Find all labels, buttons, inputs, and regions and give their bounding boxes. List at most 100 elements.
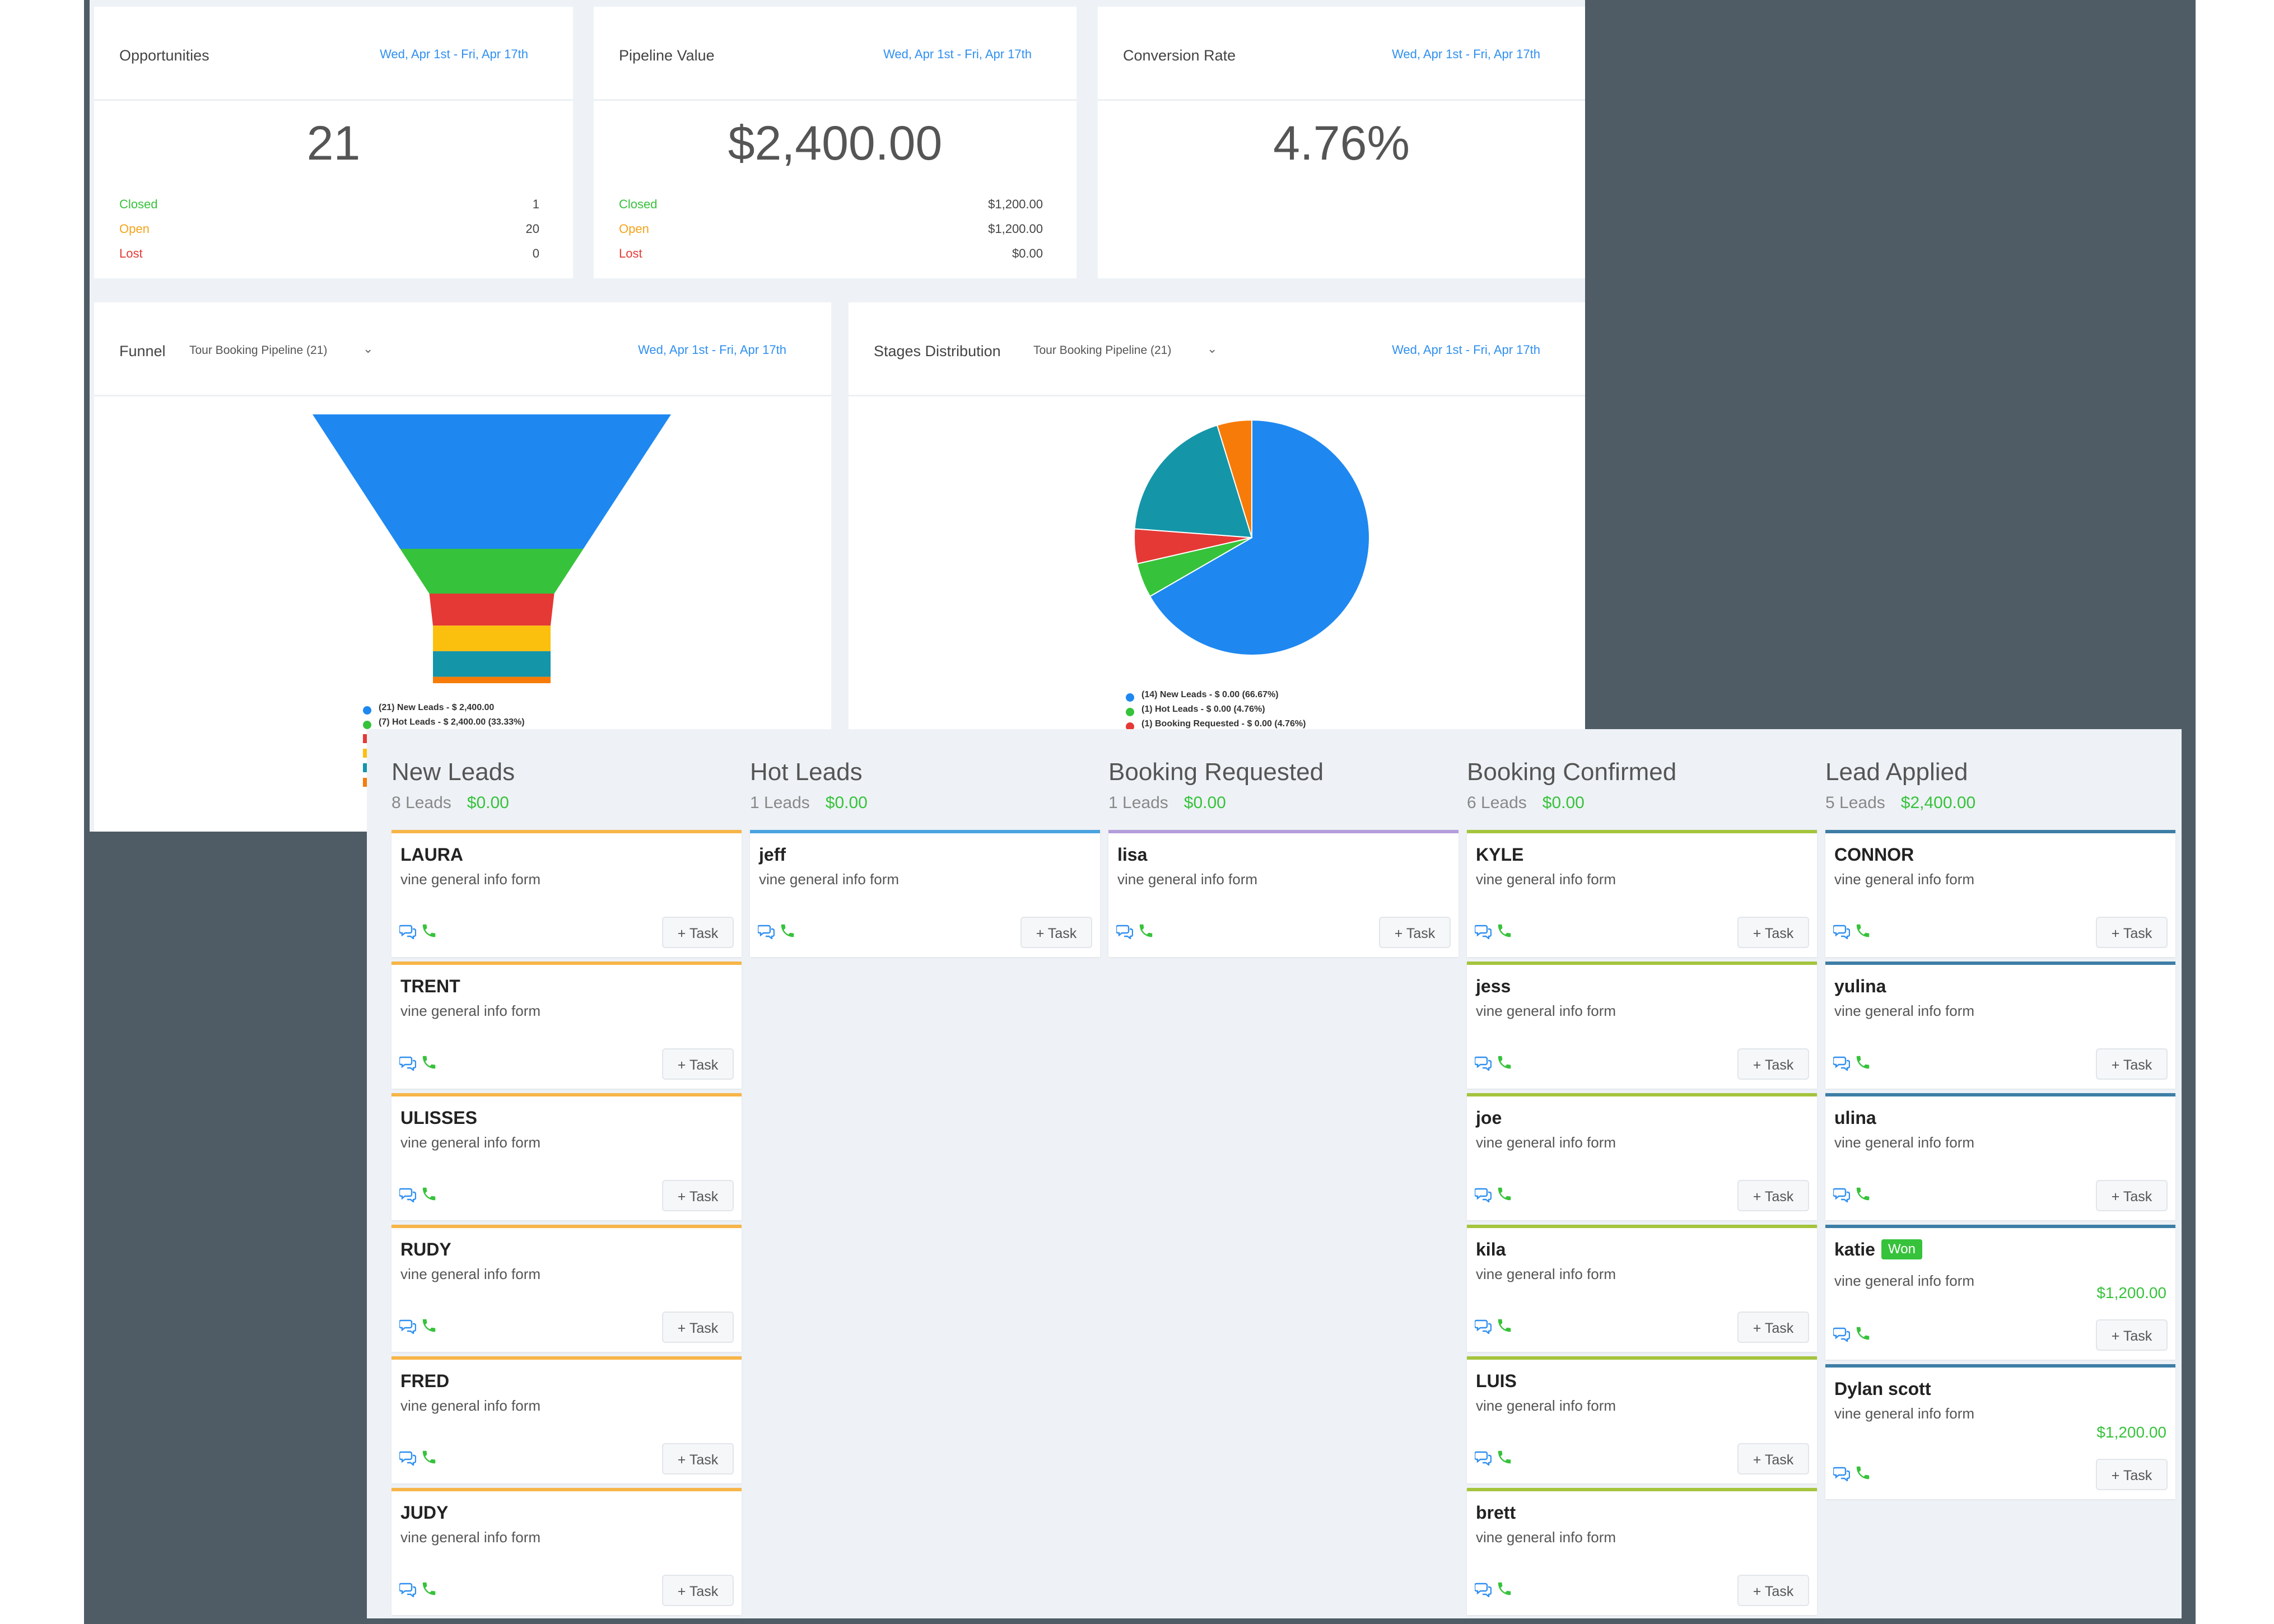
legend-swatch bbox=[1126, 693, 1134, 702]
card-title: Stages Distribution bbox=[874, 343, 1001, 360]
chat-icon[interactable] bbox=[398, 923, 417, 942]
add-task-button[interactable]: + Task bbox=[662, 1048, 734, 1080]
lead-card[interactable]: RUDY vine general info form + Task bbox=[392, 1225, 742, 1352]
phone-icon[interactable] bbox=[1496, 1054, 1513, 1074]
chat-icon[interactable] bbox=[398, 1055, 417, 1074]
add-task-button[interactable]: + Task bbox=[1737, 1312, 1809, 1343]
add-task-button[interactable]: + Task bbox=[2096, 917, 2168, 948]
phone-icon[interactable] bbox=[421, 1449, 437, 1468]
lead-actions bbox=[398, 1580, 450, 1600]
lead-name: brett bbox=[1476, 1502, 1516, 1523]
chat-icon[interactable] bbox=[757, 923, 775, 942]
pipeline-select[interactable]: Tour Booking Pipeline (21) bbox=[1033, 344, 1172, 357]
lead-card[interactable]: joe vine general info form + Task bbox=[1467, 1093, 1817, 1220]
phone-icon[interactable] bbox=[1854, 1186, 1871, 1205]
lead-card[interactable]: JUDY vine general info form + Task bbox=[392, 1488, 742, 1615]
date-range-link[interactable]: Wed, Apr 1st - Fri, Apr 17th bbox=[883, 47, 1032, 61]
chat-icon[interactable] bbox=[1474, 1055, 1492, 1074]
date-range-link[interactable]: Wed, Apr 1st - Fri, Apr 17th bbox=[1392, 47, 1540, 61]
funnel-segment bbox=[313, 414, 671, 549]
chat-icon[interactable] bbox=[1832, 1055, 1851, 1074]
pipeline-select[interactable]: Tour Booking Pipeline (21) bbox=[189, 344, 328, 357]
add-task-button[interactable]: + Task bbox=[1737, 1443, 1809, 1474]
chat-icon[interactable] bbox=[1474, 1187, 1492, 1205]
phone-icon[interactable] bbox=[1496, 1186, 1513, 1205]
add-task-button[interactable]: + Task bbox=[1737, 1180, 1809, 1211]
lead-source: vine general info form bbox=[1834, 871, 1975, 888]
chat-icon[interactable] bbox=[1832, 923, 1851, 942]
add-task-button[interactable]: + Task bbox=[1737, 917, 1809, 948]
date-range-link[interactable]: Wed, Apr 1st - Fri, Apr 17th bbox=[1392, 343, 1540, 357]
lead-card[interactable]: Dylan scott vine general info form $1,200.… bbox=[1825, 1364, 2175, 1499]
chevron-down-icon[interactable]: ⌄ bbox=[1207, 342, 1218, 356]
lead-card[interactable]: jeff vine general info form + Task bbox=[750, 830, 1100, 957]
date-range-link[interactable]: Wed, Apr 1st - Fri, Apr 17th bbox=[380, 47, 528, 61]
lead-name: TRENT bbox=[400, 976, 460, 996]
lead-card[interactable]: LUIS vine general info form + Task bbox=[1467, 1356, 1817, 1483]
phone-icon[interactable] bbox=[421, 1317, 437, 1337]
lead-card[interactable]: kila vine general info form + Task bbox=[1467, 1225, 1817, 1352]
chat-icon[interactable] bbox=[1832, 1326, 1851, 1345]
phone-icon[interactable] bbox=[421, 1186, 437, 1205]
lead-card[interactable]: ulina vine general info form + Task bbox=[1825, 1093, 2175, 1220]
lead-card[interactable]: katie Won vine general info form $1,200.00 +… bbox=[1825, 1225, 2175, 1360]
phone-icon[interactable] bbox=[1854, 1054, 1871, 1074]
add-task-button[interactable]: + Task bbox=[1737, 1048, 1809, 1080]
add-task-button[interactable]: + Task bbox=[2096, 1319, 2168, 1351]
phone-icon[interactable] bbox=[1854, 922, 1871, 942]
add-task-button[interactable]: + Task bbox=[1737, 1575, 1809, 1606]
phone-icon[interactable] bbox=[1854, 1325, 1871, 1345]
stages-pie-chart bbox=[1134, 419, 1370, 656]
chat-icon[interactable] bbox=[398, 1450, 417, 1468]
lead-card[interactable]: jess vine general info form + Task bbox=[1467, 962, 1817, 1089]
lead-card[interactable]: LAURA vine general info form + Task bbox=[392, 830, 742, 957]
add-task-button[interactable]: + Task bbox=[662, 1180, 734, 1211]
chat-icon[interactable] bbox=[1115, 923, 1134, 942]
phone-icon[interactable] bbox=[1138, 922, 1154, 942]
lead-name: lisa bbox=[1117, 844, 1148, 865]
chat-icon[interactable] bbox=[398, 1187, 417, 1205]
phone-icon[interactable] bbox=[421, 922, 437, 942]
phone-icon[interactable] bbox=[1496, 1580, 1513, 1600]
phone-icon[interactable] bbox=[1496, 922, 1513, 942]
chat-icon[interactable] bbox=[1474, 923, 1492, 942]
lead-card[interactable]: ULISSES vine general info form + Task bbox=[392, 1093, 742, 1220]
lead-card[interactable]: KYLE vine general info form + Task bbox=[1467, 830, 1817, 957]
phone-icon[interactable] bbox=[421, 1054, 437, 1074]
chat-icon[interactable] bbox=[398, 1581, 417, 1600]
lead-card[interactable]: brett vine general info form + Task bbox=[1467, 1488, 1817, 1615]
chat-icon[interactable] bbox=[398, 1318, 417, 1337]
phone-icon[interactable] bbox=[1854, 1464, 1871, 1484]
phone-icon[interactable] bbox=[421, 1580, 437, 1600]
lead-card[interactable]: yulina vine general info form + Task bbox=[1825, 962, 2175, 1089]
lead-card[interactable]: lisa vine general info form + Task bbox=[1108, 830, 1458, 957]
add-task-button[interactable]: + Task bbox=[662, 1312, 734, 1343]
chat-icon[interactable] bbox=[1832, 1187, 1851, 1205]
chat-icon[interactable] bbox=[1474, 1318, 1492, 1337]
add-task-button[interactable]: + Task bbox=[1379, 917, 1451, 948]
chat-icon[interactable] bbox=[1474, 1581, 1492, 1600]
lead-source: vine general info form bbox=[1834, 1272, 1975, 1289]
card-title: Funnel bbox=[119, 343, 166, 360]
lead-card[interactable]: TRENT vine general info form + Task bbox=[392, 962, 742, 1089]
chat-icon[interactable] bbox=[1474, 1450, 1492, 1468]
add-task-button[interactable]: + Task bbox=[2096, 1048, 2168, 1080]
stat-open: Open $1,200.00 bbox=[619, 222, 1043, 241]
add-task-button[interactable]: + Task bbox=[662, 1443, 734, 1474]
add-task-button[interactable]: + Task bbox=[2096, 1180, 2168, 1211]
lead-card[interactable]: CONNOR vine general info form + Task bbox=[1825, 830, 2175, 957]
add-task-button[interactable]: + Task bbox=[2096, 1459, 2168, 1490]
add-task-button[interactable]: + Task bbox=[662, 1575, 734, 1606]
lead-card[interactable]: FRED vine general info form + Task bbox=[392, 1356, 742, 1483]
stat-label: Closed bbox=[619, 197, 658, 211]
phone-icon[interactable] bbox=[1496, 1449, 1513, 1468]
add-task-button[interactable]: + Task bbox=[1020, 917, 1092, 948]
lead-name: Dylan scott bbox=[1834, 1379, 1931, 1399]
phone-icon[interactable] bbox=[1496, 1317, 1513, 1337]
chevron-down-icon[interactable]: ⌄ bbox=[363, 342, 374, 356]
date-range-link[interactable]: Wed, Apr 1st - Fri, Apr 17th bbox=[638, 343, 786, 357]
add-task-button[interactable]: + Task bbox=[662, 917, 734, 948]
phone-icon[interactable] bbox=[779, 922, 796, 942]
chat-icon[interactable] bbox=[1832, 1466, 1851, 1484]
stat-value: $1,200.00 bbox=[988, 222, 1043, 236]
